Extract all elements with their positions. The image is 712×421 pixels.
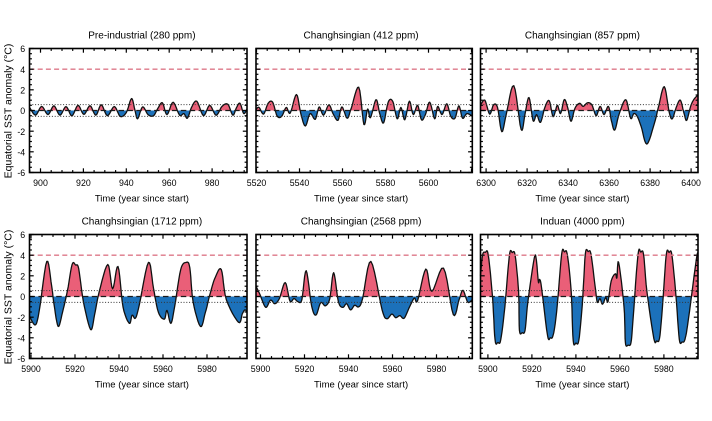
svg-text:5900: 5900 xyxy=(21,364,41,374)
svg-text:6: 6 xyxy=(20,44,25,54)
svg-text:5580: 5580 xyxy=(376,178,396,188)
svg-text:6400: 6400 xyxy=(681,178,701,188)
svg-text:5920: 5920 xyxy=(65,364,85,374)
svg-text:5900: 5900 xyxy=(251,364,271,374)
svg-text:5540: 5540 xyxy=(290,178,310,188)
svg-text:2: 2 xyxy=(20,85,25,95)
svg-text:5960: 5960 xyxy=(153,364,173,374)
svg-text:5920: 5920 xyxy=(522,364,542,374)
svg-text:5940: 5940 xyxy=(109,364,129,374)
svg-text:-6: -6 xyxy=(17,354,25,364)
svg-text:Time (year since start): Time (year since start) xyxy=(535,194,629,205)
svg-text:-4: -4 xyxy=(17,147,25,157)
svg-text:Equatorial SST anomaly (°C): Equatorial SST anomaly (°C) xyxy=(2,230,14,365)
svg-text:900: 900 xyxy=(33,178,48,188)
svg-text:0: 0 xyxy=(20,106,25,116)
svg-text:980: 980 xyxy=(205,178,220,188)
svg-text:Pre-industrial (280 ppm): Pre-industrial (280 ppm) xyxy=(88,31,195,42)
svg-text:5520: 5520 xyxy=(247,178,267,188)
svg-text:0: 0 xyxy=(20,292,25,302)
svg-text:5960: 5960 xyxy=(383,364,403,374)
svg-text:5940: 5940 xyxy=(339,364,359,374)
svg-text:6340: 6340 xyxy=(558,178,578,188)
svg-text:Changhsingian (1712 ppm): Changhsingian (1712 ppm) xyxy=(82,216,203,227)
svg-text:Time (year since start): Time (year since start) xyxy=(314,194,408,205)
svg-text:6360: 6360 xyxy=(599,178,619,188)
svg-text:5960: 5960 xyxy=(610,364,630,374)
svg-text:5560: 5560 xyxy=(333,178,353,188)
svg-text:Equatorial SST anomaly (°C): Equatorial SST anomaly (°C) xyxy=(2,44,14,179)
svg-text:5980: 5980 xyxy=(654,364,674,374)
svg-text:6300: 6300 xyxy=(476,178,496,188)
svg-text:2: 2 xyxy=(20,271,25,281)
svg-text:-2: -2 xyxy=(17,127,25,137)
svg-text:Time (year since start): Time (year since start) xyxy=(95,194,189,205)
svg-text:5980: 5980 xyxy=(197,364,217,374)
svg-text:4: 4 xyxy=(20,251,25,261)
svg-text:Time (year since start): Time (year since start) xyxy=(95,380,189,391)
svg-text:-6: -6 xyxy=(17,168,25,178)
svg-text:940: 940 xyxy=(119,178,134,188)
svg-text:Changhsingian (2568 ppm): Changhsingian (2568 ppm) xyxy=(301,216,422,227)
svg-text:5600: 5600 xyxy=(419,178,439,188)
svg-text:Changhsingian (857 ppm): Changhsingian (857 ppm) xyxy=(525,31,640,42)
svg-text:-4: -4 xyxy=(17,333,25,343)
svg-text:6380: 6380 xyxy=(640,178,660,188)
svg-text:-2: -2 xyxy=(17,313,25,323)
svg-text:5920: 5920 xyxy=(295,364,315,374)
svg-text:5940: 5940 xyxy=(566,364,586,374)
svg-text:Changhsingian (412 ppm): Changhsingian (412 ppm) xyxy=(304,31,419,42)
svg-text:6320: 6320 xyxy=(517,178,537,188)
svg-text:960: 960 xyxy=(162,178,177,188)
svg-text:5900: 5900 xyxy=(478,364,498,374)
svg-text:Induan (4000 ppm): Induan (4000 ppm) xyxy=(540,216,625,227)
svg-text:Time (year since start): Time (year since start) xyxy=(314,380,408,391)
svg-text:6: 6 xyxy=(20,230,25,240)
svg-text:Time (year since start): Time (year since start) xyxy=(535,380,629,391)
svg-text:5980: 5980 xyxy=(427,364,447,374)
svg-text:920: 920 xyxy=(76,178,91,188)
svg-text:4: 4 xyxy=(20,65,25,75)
